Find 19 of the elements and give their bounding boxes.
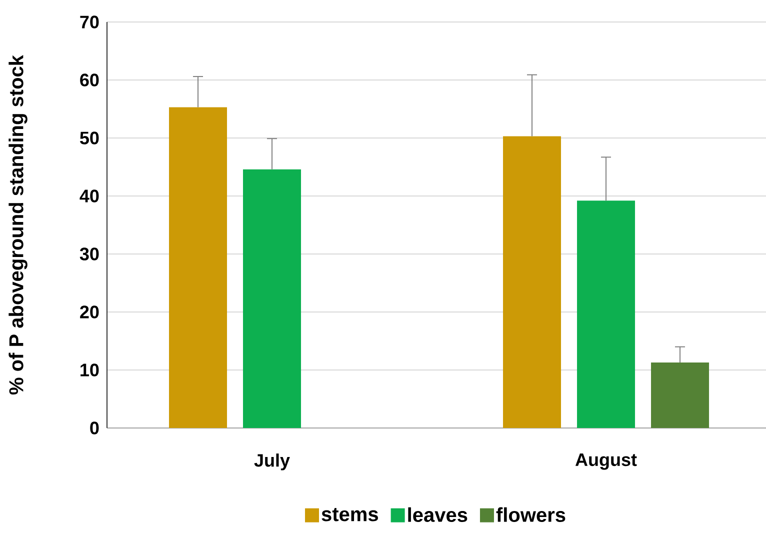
y-tick-label: 30	[80, 248, 99, 260]
legend-label: leaves	[408, 507, 468, 522]
bar	[503, 136, 562, 428]
y-tick-label: 10	[80, 364, 99, 376]
legend-label: flowers	[496, 507, 566, 522]
x-tick-label: July	[254, 454, 290, 470]
bar	[243, 169, 302, 428]
bar	[651, 362, 710, 428]
y-tick-label: 40	[80, 190, 99, 202]
x-tick-label: August	[575, 454, 637, 470]
bar	[577, 200, 636, 428]
bar	[169, 107, 227, 428]
y-tick-label: 70	[80, 16, 99, 28]
y-tick-label: 20	[80, 306, 99, 318]
y-axis-title: % of P aboveground standing stock	[8, 54, 28, 395]
y-tick-label: 50	[80, 132, 99, 144]
y-tick-label: 60	[80, 74, 99, 86]
legend-label: stems	[322, 508, 378, 522]
y-tick-label: 0	[90, 422, 99, 434]
